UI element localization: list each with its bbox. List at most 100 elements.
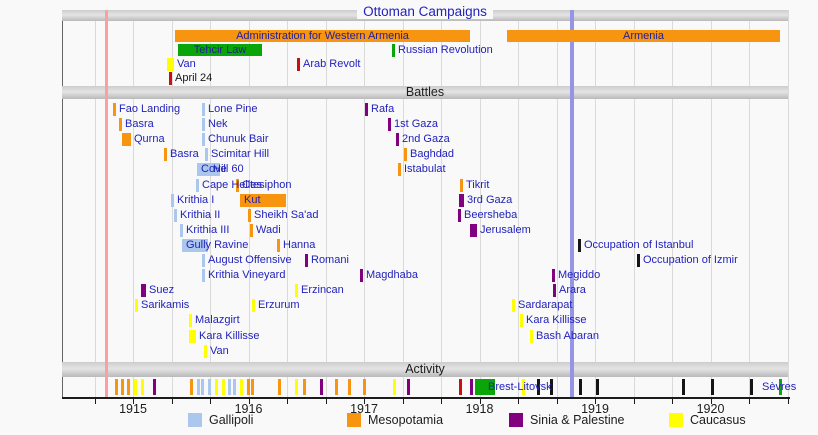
activity-tick [233, 379, 236, 395]
battle-label[interactable]: Cape Helles [202, 178, 262, 191]
campaign-bar[interactable]: Administration for Western Armenia [175, 30, 470, 42]
gridline [479, 10, 481, 398]
battle-marker-tick [520, 314, 523, 328]
battle-label[interactable]: Krithia III [186, 223, 230, 236]
activity-tick [550, 379, 553, 395]
gridline [364, 10, 365, 398]
sevres-label[interactable]: Sèvres [762, 381, 797, 393]
axis-tick [749, 399, 750, 404]
battle-label[interactable]: Kara Killisse [526, 314, 587, 327]
battle-label[interactable]: Bash Abaran [536, 329, 599, 342]
axis-tick [402, 399, 404, 404]
axis-year-label: 1919 [581, 402, 609, 416]
battle-marker-box [189, 329, 196, 343]
battle-label[interactable]: Occupation of Istanbul [584, 238, 694, 251]
event-label[interactable]: Van [177, 58, 196, 70]
gridline [210, 10, 211, 398]
campaign-bar[interactable]: Tehcir Law [178, 44, 262, 56]
battle-label[interactable]: Istabulat [404, 163, 446, 176]
activity-tick [121, 379, 124, 395]
battle-label[interactable]: Arara [559, 284, 586, 297]
battle-marker-tick [119, 118, 122, 132]
treaty-label[interactable]: Brest-Litovsk [488, 381, 552, 393]
battle-marker-tick [398, 163, 401, 177]
battle-marker-tick [180, 223, 183, 237]
legend-swatch [347, 413, 361, 427]
battle-label[interactable]: Hanna [283, 238, 316, 251]
activity-tick [222, 379, 225, 395]
battle-label[interactable]: Basra [170, 148, 199, 161]
battle-label[interactable]: Krithia II [180, 208, 221, 221]
battle-marker-tick [637, 254, 640, 267]
battle-marker-box [182, 238, 208, 252]
battle-marker-tick [204, 344, 207, 358]
battle-label[interactable]: Baghdad [410, 148, 455, 161]
campaign-bar[interactable]: Armenia [507, 30, 780, 42]
battle-label[interactable]: Chunuk Bair [208, 133, 269, 146]
battle-label[interactable]: Wadi [256, 223, 281, 236]
battle-label[interactable]: 2nd Gaza [402, 133, 450, 146]
battle-label[interactable]: Lone Pine [208, 103, 258, 115]
battle-label[interactable]: Sardarapat [518, 299, 573, 312]
page-title-text: Ottoman Campaigns [357, 4, 493, 19]
battle-label[interactable]: Sheikh Sa'ad [254, 208, 319, 221]
event-label[interactable]: Arab Revolt [303, 58, 361, 70]
battle-marker-tick [460, 178, 463, 192]
battle-label[interactable]: Sarikamis [141, 299, 190, 312]
battle-label[interactable]: Nek [208, 118, 228, 131]
battle-label[interactable]: Krithia Vineyard [208, 269, 286, 282]
battle-marker-tick [202, 133, 205, 147]
event-label[interactable]: Russian Revolution [398, 44, 493, 56]
battle-label[interactable]: Van [210, 344, 229, 357]
axis-tick [595, 399, 596, 404]
battle-marker-tick [365, 103, 368, 116]
battle-label[interactable]: Gully Ravine [186, 238, 249, 251]
battle-label[interactable]: August Offensive [208, 254, 292, 266]
battle-marker-tick [189, 314, 192, 328]
battle-label[interactable]: 1st Gaza [394, 118, 439, 131]
legend-label: Mesopotamia [368, 413, 444, 427]
event-marker-tick [169, 72, 172, 85]
battle-label[interactable]: Erzurum [258, 299, 300, 312]
gridline [287, 10, 288, 398]
gridline [94, 10, 96, 398]
battle-label[interactable]: Romani [311, 254, 349, 266]
axis-tick [210, 399, 211, 404]
battle-label[interactable]: Ctesiphon [242, 178, 292, 191]
battle-label[interactable]: Qurna [134, 133, 165, 146]
battle-label[interactable]: Megiddo [558, 269, 601, 282]
legend-label: Sinia & Palestine [530, 413, 625, 427]
battle-marker-tick [553, 284, 556, 298]
battle-label[interactable]: Jerusalem [480, 223, 531, 236]
activity-tick [522, 379, 525, 395]
battle-label[interactable]: Scimitar Hill [211, 148, 270, 161]
battle-label[interactable]: Kara Killisse [199, 329, 260, 342]
battle-label[interactable]: 3rd Gaza [467, 193, 513, 206]
battle-marker-tick [113, 103, 116, 116]
battle-label[interactable]: Krithia I [177, 193, 215, 206]
battle-label[interactable]: Malazgirt [195, 314, 240, 327]
battle-label[interactable]: Occupation of Izmir [643, 254, 738, 266]
axis-tick [133, 399, 134, 404]
battle-marker-tick [360, 269, 363, 283]
gridline [518, 10, 519, 398]
battle-label[interactable]: Basra [125, 118, 154, 131]
activity-tick [335, 379, 338, 395]
battle-label[interactable]: Hill 60 [213, 163, 244, 176]
axis-year-label: 1918 [465, 402, 494, 416]
axis-tick [94, 399, 96, 404]
battle-label[interactable]: Kut [244, 193, 261, 206]
battle-label[interactable]: Erzincan [301, 284, 344, 297]
battle-label[interactable]: Suez [149, 284, 175, 297]
battle-label[interactable]: Tikrit [466, 178, 490, 191]
battle-label[interactable]: Rafa [371, 103, 395, 115]
activity-tick [127, 379, 130, 395]
axis-year-label: 1916 [234, 402, 263, 416]
battle-label[interactable]: Magdhaba [366, 269, 418, 282]
battle-label[interactable]: Beersheba [464, 208, 518, 221]
battle-marker-box [459, 193, 464, 207]
battle-label[interactable]: Cove [201, 163, 227, 176]
gridline [672, 10, 673, 398]
activity-tick [295, 379, 298, 395]
battle-label[interactable]: Fao Landing [119, 103, 181, 115]
